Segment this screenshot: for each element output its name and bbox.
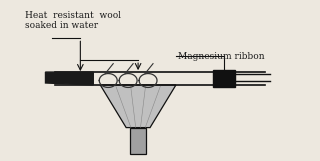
Polygon shape bbox=[45, 72, 93, 85]
FancyBboxPatch shape bbox=[213, 70, 235, 87]
Polygon shape bbox=[130, 128, 146, 154]
Text: Heat  resistant  wool
soaked in water: Heat resistant wool soaked in water bbox=[25, 11, 121, 30]
Text: Magnesium ribbon: Magnesium ribbon bbox=[178, 52, 265, 61]
Polygon shape bbox=[100, 85, 176, 128]
